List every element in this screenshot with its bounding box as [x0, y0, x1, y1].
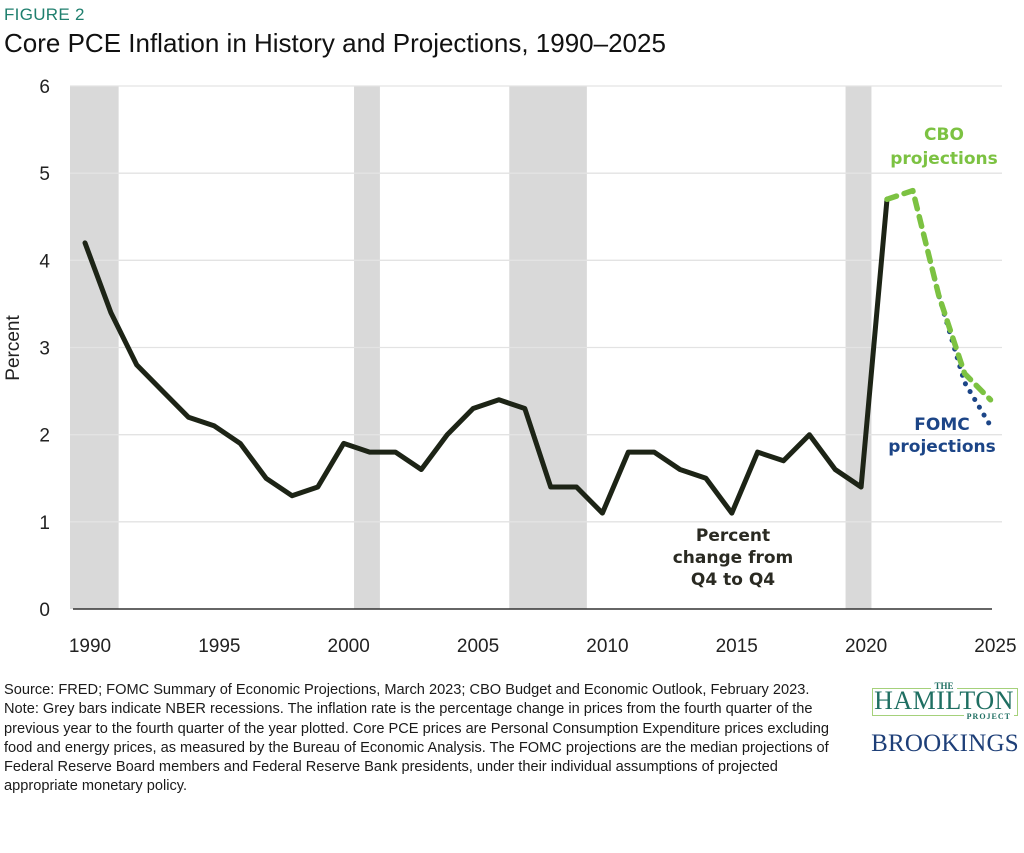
annotation-line: FOMC — [914, 415, 969, 435]
y-axis-title: Percent — [3, 315, 24, 381]
annotation-line: Q4 to Q4 — [691, 570, 775, 590]
fomc-series-line — [884, 188, 993, 429]
history-label: Percent change from Q4 to Q4 — [673, 526, 794, 590]
annotation-line: projections — [890, 149, 998, 169]
line-chart: 0 1 2 3 4 5 6 1990 1995 2000 2005 2010 2015 2020 2025… — [3, 77, 1017, 657]
x-tick-label: 2025 — [974, 636, 1016, 657]
annotations: Percent change from Q4 to Q4 CBO projections… — [673, 125, 998, 590]
y-tick-label: 5 — [39, 164, 50, 185]
logo-hamilton: HAMILTON — [874, 686, 1014, 715]
y-tick-label: 4 — [39, 251, 50, 272]
x-tick-label: 2010 — [586, 636, 628, 657]
y-axis-ticks: 0 1 2 3 4 5 6 — [39, 77, 50, 621]
annotation-line: Percent — [696, 526, 770, 546]
x-tick-label: 2020 — [845, 636, 887, 657]
hamilton-project-logo: THE HAMILTON PROJECT — [868, 681, 1020, 722]
source-note: Source: FRED; FOMC Summary of Economic P… — [4, 682, 810, 698]
x-tick-label: 2000 — [328, 636, 370, 657]
annotation-line: change from — [673, 548, 794, 568]
brookings-logo: BROOKINGS — [871, 730, 1019, 757]
chart-title: Core PCE Inflation in History and Projec… — [4, 28, 666, 58]
methodology-note: Note: Grey bars indicate NBER recessions… — [4, 701, 829, 795]
fomc-label: FOMC projections — [888, 415, 996, 457]
y-tick-label: 3 — [39, 339, 50, 360]
y-tick-label: 0 — [39, 600, 50, 621]
x-tick-label: 1995 — [198, 636, 240, 657]
figure-label: FIGURE 2 — [4, 5, 85, 24]
x-axis-ticks: 1990 1995 2000 2005 2010 2015 2020 2025 — [69, 636, 1017, 657]
x-tick-label: 2015 — [716, 636, 758, 657]
footer: Source: FRED; FOMC Summary of Economic P… — [4, 681, 854, 797]
x-tick-label: 2005 — [457, 636, 499, 657]
y-tick-label: 1 — [39, 513, 50, 534]
y-tick-label: 2 — [39, 426, 50, 447]
series — [82, 187, 994, 516]
annotation-line: projections — [888, 437, 996, 457]
logo-project: PROJECT — [963, 712, 1014, 721]
y-tick-label: 6 — [39, 77, 50, 98]
logo-the: THE — [868, 681, 1020, 691]
cbo-series-line — [884, 187, 994, 403]
annotation-line: CBO — [924, 125, 964, 145]
cbo-label: CBO projections — [890, 125, 998, 169]
history-series-line — [82, 196, 890, 516]
x-tick-label: 1990 — [69, 636, 111, 657]
